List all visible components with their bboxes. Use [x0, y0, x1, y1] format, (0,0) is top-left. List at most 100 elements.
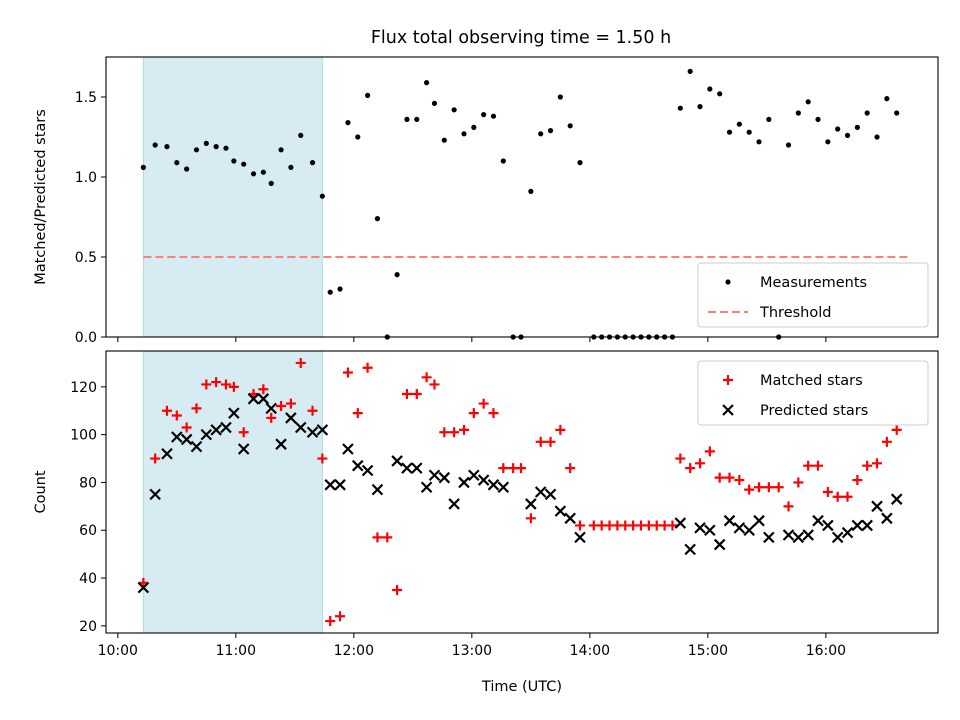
data-point [220, 421, 232, 434]
data-point [756, 139, 762, 145]
data-point [317, 453, 328, 464]
data-point [276, 400, 287, 411]
data-point [675, 453, 686, 464]
data-point [140, 164, 146, 170]
data-point [694, 522, 706, 534]
data-point [342, 367, 353, 378]
data-point [152, 142, 158, 148]
data-point [871, 500, 883, 513]
data-point [223, 145, 229, 151]
data-point [410, 462, 423, 474]
legend: Measurements Threshold [697, 262, 929, 328]
data-point [420, 481, 433, 493]
data-point [557, 94, 563, 100]
axes-frame [105, 56, 939, 338]
legend-label: Matched stars [760, 373, 863, 389]
data-point [238, 427, 249, 438]
data-point [278, 147, 284, 153]
data-point [361, 464, 374, 477]
data-point [763, 531, 775, 544]
data-point [713, 538, 726, 551]
data-point [180, 433, 193, 446]
data-point [528, 188, 534, 194]
data-point [844, 132, 851, 138]
data-point [438, 471, 451, 484]
data-point [490, 113, 497, 119]
data-point [822, 519, 834, 532]
data-point [872, 458, 883, 469]
data-point [707, 86, 713, 92]
data-point [726, 129, 733, 135]
shaded-window [142, 56, 323, 338]
x-axis-label: Time (UTC) [481, 679, 562, 695]
data-point [825, 139, 831, 145]
data-point [851, 519, 864, 532]
y-tick-label: 20 [79, 619, 97, 635]
data-point [890, 493, 903, 505]
data-point [704, 524, 716, 537]
y-tick-label: 60 [79, 523, 97, 539]
data-point [477, 474, 490, 486]
data-point [307, 405, 318, 416]
data-point [266, 412, 277, 423]
data-point [231, 158, 237, 164]
data-point [210, 424, 222, 436]
data-point [394, 272, 400, 278]
data-point [734, 475, 745, 486]
data-point [685, 463, 696, 474]
data-point [257, 393, 270, 405]
data-point [744, 484, 755, 495]
data-point [268, 180, 274, 186]
axes-frame [105, 350, 939, 634]
data-point [294, 421, 307, 434]
data-point [835, 126, 841, 132]
data-point [171, 431, 183, 443]
data-point [298, 132, 304, 138]
data-point [392, 584, 403, 595]
data-point [792, 531, 805, 544]
data-point [841, 526, 854, 539]
data-point [325, 616, 336, 627]
data-point [250, 171, 257, 177]
data-point [461, 131, 467, 137]
data-point [451, 107, 457, 113]
data-point [342, 443, 354, 455]
ratio-panel: 0.0 0.5 1.0 1.5 Matched/Predicted stars Measu… [33, 56, 939, 346]
data-point [345, 120, 351, 126]
data-point [441, 137, 447, 143]
count-panel: 20 40 60 80 100 120 10:00 11:00 12:00 13:00 14:00 1… [33, 350, 939, 695]
data-point [190, 440, 203, 453]
x-tick-label: 13:00 [452, 643, 492, 659]
data-point [401, 462, 413, 474]
data-point [371, 483, 384, 496]
data-point [471, 124, 477, 130]
data-point [803, 460, 814, 471]
data-point [667, 520, 678, 531]
data-point [137, 581, 150, 594]
data-point [565, 463, 576, 474]
data-point [487, 479, 500, 491]
data-point [468, 469, 480, 482]
data-point [695, 458, 706, 469]
legend-box [697, 360, 929, 426]
legend-marker [725, 279, 731, 285]
data-point [258, 384, 269, 395]
data-point [881, 512, 893, 525]
data-point [171, 410, 182, 421]
data-point [404, 116, 410, 122]
data-point [228, 407, 240, 419]
data-point [391, 455, 403, 467]
data-point [184, 166, 190, 172]
data-point [429, 379, 440, 390]
data-point [481, 112, 487, 118]
data-point [564, 512, 576, 525]
data-point [736, 121, 742, 127]
data-point [832, 491, 843, 502]
data-point [382, 532, 393, 543]
x-tick-label: 12:00 [334, 643, 374, 659]
data-point [498, 463, 509, 474]
data-point [174, 160, 180, 166]
data-point [785, 142, 792, 148]
y-tick-label: 100 [70, 428, 97, 444]
data-point [362, 362, 373, 373]
